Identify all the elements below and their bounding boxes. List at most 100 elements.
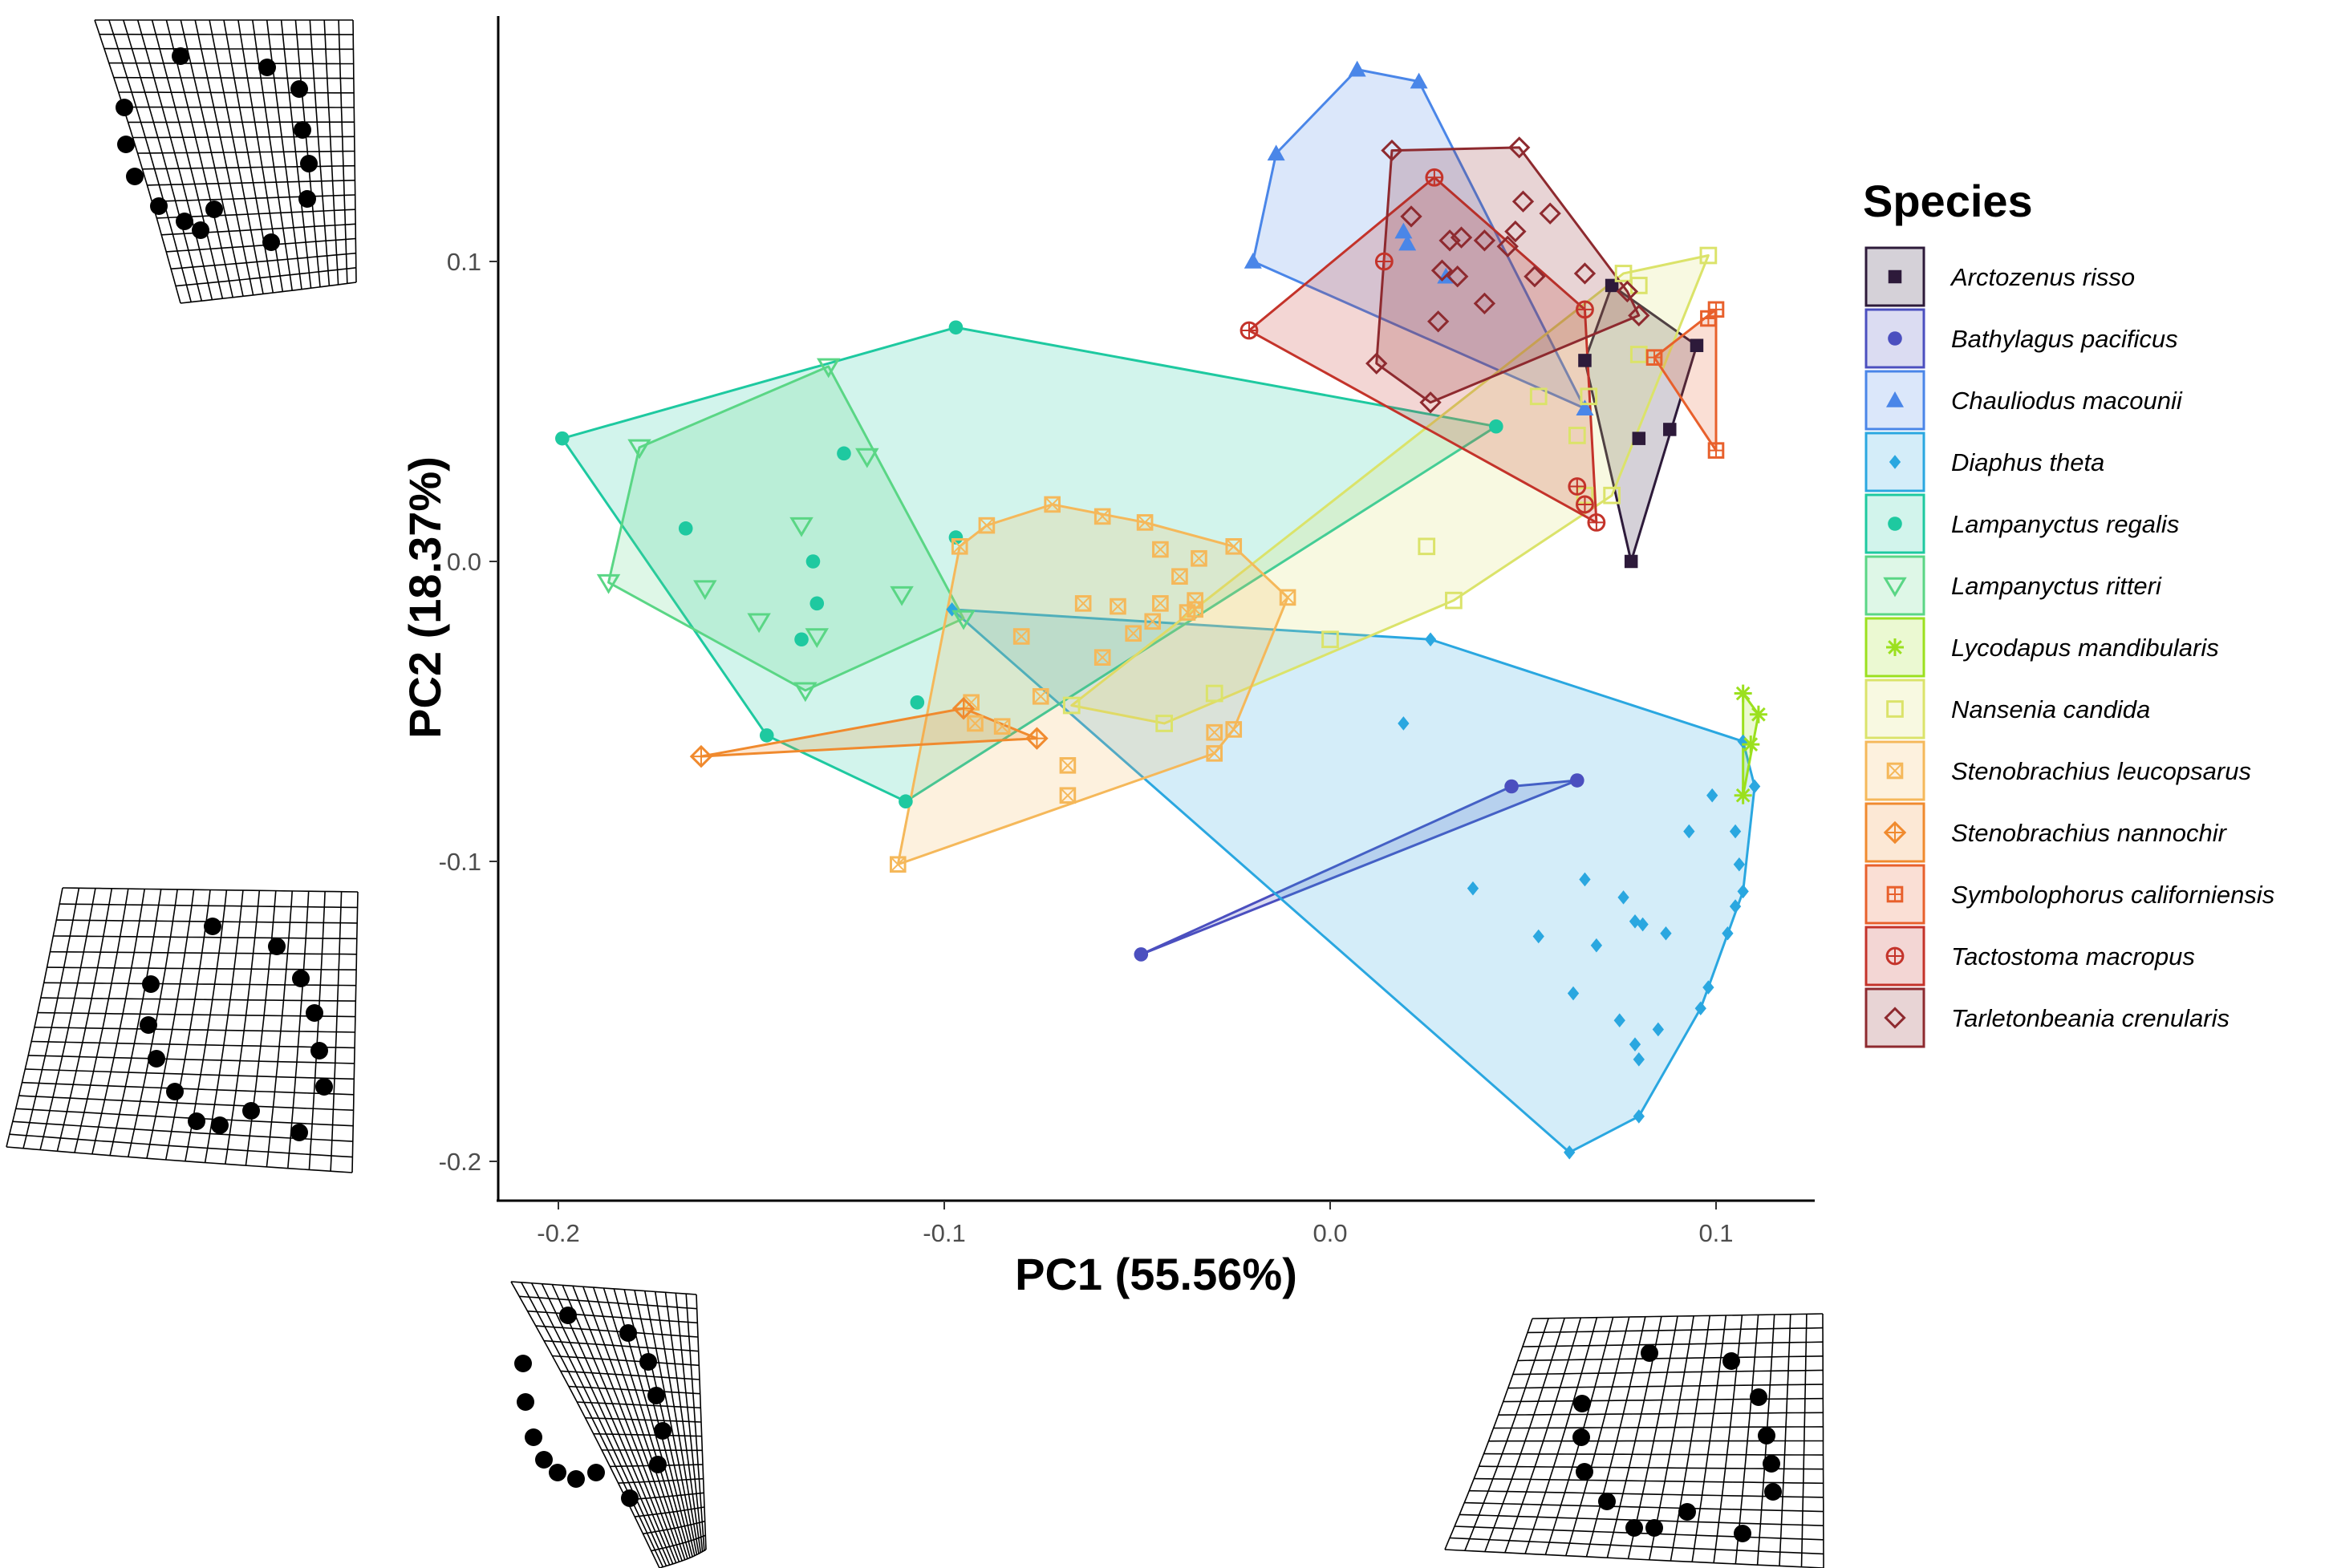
point-diaphus-theta [946,602,958,617]
landmark-dot [1598,1493,1616,1510]
landmark-dot [514,1355,532,1372]
point-stenobrachius-leucopsarus [1225,538,1243,555]
legend-marker [1889,455,1901,469]
point-diaphus-theta [1733,857,1746,872]
y-axis-title: PC2 (18.37%) [400,456,450,739]
landmark-dot [242,1102,260,1120]
point-nansenia-candida [1580,387,1598,406]
point-arctozenus-risso [1578,354,1592,367]
point-lampanyctus-ritteri [627,439,651,460]
series-arctozenus-risso [1578,278,1704,569]
point-lampanyctus-regalis [837,446,851,461]
y-tick-label: -0.2 [439,1148,481,1176]
point-nansenia-candida [1614,265,1633,282]
point-diaphus-theta [1629,1037,1641,1051]
point-chauliodus-macounii [1410,72,1428,89]
landmark-dot [1641,1344,1658,1362]
point-lycodapus-mandibularis [1734,684,1752,703]
landmark-dot [258,59,276,76]
landmark-dot [188,1112,205,1130]
point-diaphus-theta [1694,1001,1706,1016]
point-stenobrachius-leucopsarus [1059,787,1077,804]
legend-marker [1886,700,1904,718]
series-symbolophorus-californiensis [1645,301,1725,459]
point-diaphus-theta [1398,716,1410,731]
landmark-dot [517,1393,534,1411]
point-tarletonbeania-crenularis [1511,190,1535,213]
point-symbolophorus-californiensis [1707,442,1725,459]
point-diaphus-theta [1617,890,1629,905]
point-stenobrachius-nannochir [1025,727,1049,750]
point-stenobrachius-leucopsarus [1059,757,1077,774]
point-nansenia-candida [1568,427,1586,444]
landmark-dot [647,1387,665,1404]
point-tarletonbeania-crenularis [1446,265,1469,288]
point-arctozenus-risso [1663,423,1677,436]
deformation-grids [6,19,1824,1568]
landmark-dot [1572,1428,1590,1446]
legend-key [1864,679,1925,739]
series-diaphus-theta [946,602,1761,1160]
point-tarletonbeania-crenularis [1628,304,1650,326]
point-diaphus-theta [1706,788,1718,803]
point-diaphus-theta [1424,632,1437,647]
point-tarletonbeania-crenularis [1539,202,1561,225]
point-nansenia-candida [1155,715,1174,732]
legend-item-arctozenus-risso: Arctozenus risso [1864,246,2135,307]
point-arctozenus-risso [1690,338,1704,352]
point-stenobrachius-leucopsarus [1093,508,1111,525]
series-lampanyctus-ritteri [596,358,976,703]
point-tactostoma-macropus [1240,321,1259,340]
landmark-dot [140,1016,157,1034]
warp-grid-bottom-center [510,1281,707,1568]
point-tarletonbeania-crenularis [1616,280,1639,303]
landmark-dot [192,221,209,239]
point-nansenia-candida [1321,630,1339,649]
point-nansenia-candida [1603,486,1621,504]
point-lampanyctus-regalis [899,794,913,808]
point-diaphus-theta [1729,899,1742,914]
point-lampanyctus-regalis [809,596,825,611]
point-chauliodus-macounii [1394,222,1413,239]
legend-marker [1883,820,1907,845]
point-stenobrachius-leucopsarus [1136,514,1154,531]
point-lampanyctus-ritteri [855,448,879,468]
point-stenobrachius-leucopsarus [1044,496,1061,513]
point-stenobrachius-leucopsarus [889,856,907,873]
legend-item-tarletonbeania-crenularis: Tarletonbeania crenularis [1864,987,2230,1048]
point-tactostoma-macropus [1374,252,1394,271]
x-tick-label: 0.1 [1698,1219,1733,1247]
hull-diaphus-theta [951,608,1756,1154]
legend-label: Lampanyctus regalis [1951,510,2179,538]
series-tactostoma-macropus [1240,168,1606,532]
point-lampanyctus-ritteri [747,613,771,634]
landmark-dot [204,918,221,935]
point-stenobrachius-nannochir [689,744,713,768]
landmark-dot [294,121,311,139]
point-tactostoma-macropus [1587,513,1606,532]
point-tarletonbeania-crenularis [1381,139,1403,162]
point-tarletonbeania-crenularis [1400,205,1422,228]
point-diaphus-theta [1722,926,1734,941]
point-stenobrachius-leucopsarus [1206,723,1223,741]
point-stenobrachius-leucopsarus [1144,613,1162,630]
point-lycodapus-mandibularis [1734,786,1752,804]
legend-item-lampanyctus-ritteri: Lampanyctus ritteri [1864,555,2162,616]
point-lampanyctus-regalis [678,521,693,536]
point-stenobrachius-leucopsarus [1074,595,1092,612]
point-chauliodus-macounii [1348,60,1366,77]
point-diaphus-theta [1729,824,1742,839]
point-diaphus-theta [1702,980,1714,995]
landmark-dot [290,80,308,98]
landmark-dot [654,1422,671,1440]
point-diaphus-theta [1567,986,1580,1001]
legend-marker [1884,1007,1906,1029]
point-stenobrachius-leucopsarus [1279,589,1296,606]
point-tarletonbeania-crenularis [1430,259,1454,282]
y-tick-label: -0.1 [439,848,481,876]
landmark-dot [639,1353,657,1371]
legend-label: Lampanyctus ritteri [1951,572,2162,600]
landmark-dot [621,1489,639,1507]
point-tactostoma-macropus [1576,300,1594,319]
legend-label: Bathylagus pacificus [1951,325,2178,353]
